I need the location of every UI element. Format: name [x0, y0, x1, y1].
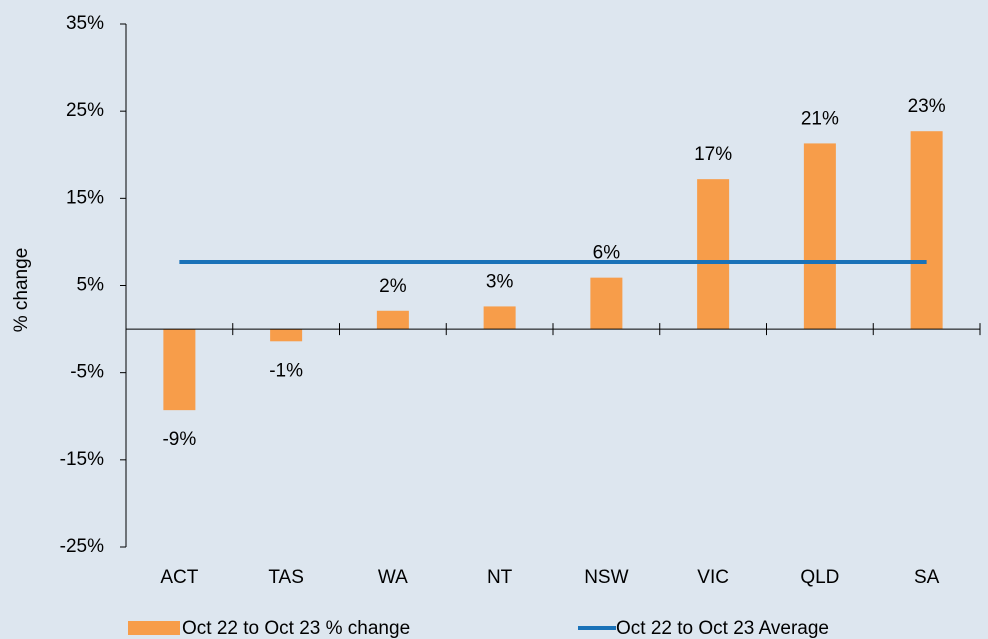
x-tick-label: WA [378, 567, 408, 588]
bar [270, 329, 303, 342]
y-tick-label: -15% [60, 449, 104, 470]
x-tick-label: QLD [800, 567, 839, 588]
bar [376, 310, 409, 330]
data-label: -9% [162, 429, 196, 450]
legend-swatch [128, 621, 180, 635]
data-label: 17% [694, 144, 732, 165]
legend-label: Oct 22 to Oct 23 Average [616, 618, 829, 639]
data-label: -1% [269, 360, 303, 381]
data-label: 21% [801, 108, 839, 129]
data-label: 23% [908, 96, 946, 117]
x-tick-label: NSW [584, 567, 628, 588]
x-tick-label: NT [487, 567, 513, 588]
x-tick-label: VIC [697, 567, 729, 588]
y-tick-label: 5% [77, 275, 105, 296]
legend-label: Oct 22 to Oct 23 % change [182, 618, 410, 639]
data-label: 2% [379, 276, 407, 297]
bar [803, 143, 836, 330]
bar [910, 131, 943, 330]
y-tick-label: 25% [66, 100, 104, 121]
data-label: 3% [486, 271, 514, 292]
x-tick-label: ACT [160, 567, 198, 588]
bar [590, 277, 623, 330]
y-tick-label: 15% [66, 187, 104, 208]
bar [163, 329, 196, 411]
y-tick-label: 35% [66, 13, 104, 34]
x-tick-label: TAS [268, 567, 304, 588]
data-label: 6% [593, 243, 621, 264]
y-tick-label: -25% [60, 536, 104, 557]
bar [483, 306, 516, 330]
x-tick-label: SA [914, 567, 940, 588]
bar [697, 179, 730, 330]
y-axis-label: % change [11, 248, 32, 333]
y-tick-label: -5% [70, 362, 104, 383]
